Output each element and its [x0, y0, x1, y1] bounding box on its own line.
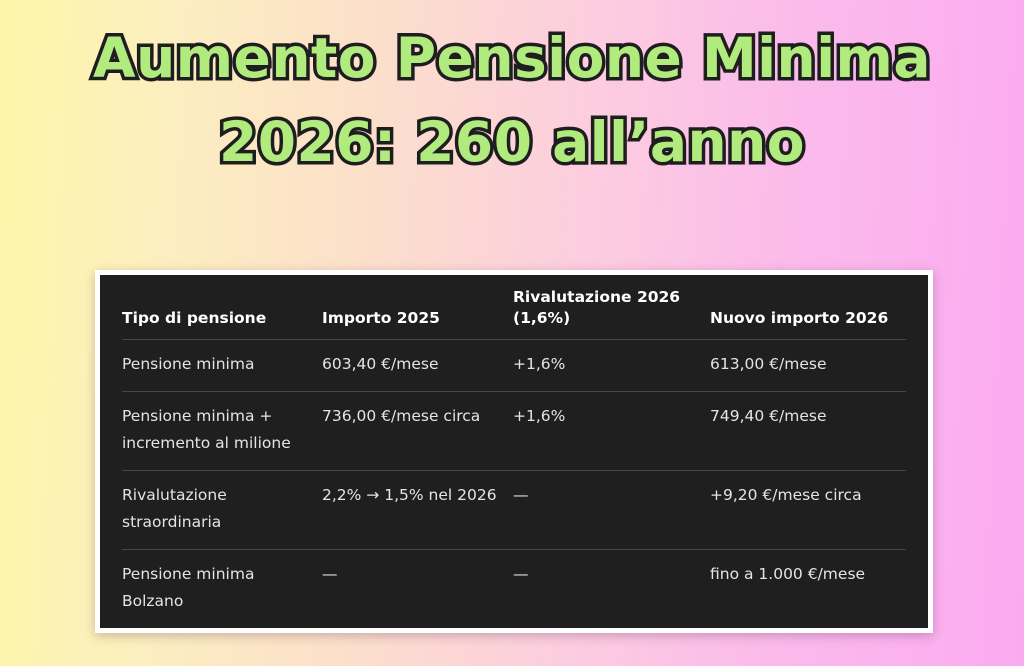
table-row-pensione-minima-bolzano: Pensione minima Bolzano — — fino a 1.000… — [122, 549, 906, 628]
cell-rivalutazione: +1,6% — [513, 407, 566, 425]
cell-importo-2025: 736,00 €/mese circa — [322, 407, 481, 425]
table-row-rivalutazione-straordinaria: Rivalutazione straordinaria 2,2% → 1,5% … — [122, 470, 906, 549]
page-title: Aumento Pensione Minima Aumento Pensione… — [0, 16, 1024, 184]
cell-importo-2025: 603,40 €/mese — [322, 355, 439, 373]
header-rivalutazione-2026: Rivalutazione 2026 (1,6%) — [513, 288, 681, 327]
cell-nuovo-importo: 613,00 €/mese — [710, 355, 827, 373]
cell-importo-2025: 2,2% → 1,5% nel 2026 — [322, 486, 497, 504]
table-row-incremento-milione: Pensione minima + incremento al milione … — [122, 391, 906, 470]
title-line-1-outline: Aumento Pensione Minima — [90, 23, 934, 94]
header-nuovo-importo-2026: Nuovo importo 2026 — [710, 309, 889, 327]
cell-nuovo-importo: +9,20 €/mese circa — [710, 486, 862, 504]
cell-tipo: Pensione minima + incremento al milione — [122, 407, 291, 452]
cell-nuovo-importo: fino a 1.000 €/mese — [710, 565, 866, 583]
header-tipo-di-pensione: Tipo di pensione — [122, 309, 267, 327]
title-line-2-outline: 2026: 260 all’anno — [215, 107, 808, 178]
title-line-2-text: 2026: 260 all’anno — [218, 110, 806, 174]
title-line-1-text: Aumento Pensione Minima — [93, 26, 931, 90]
cell-tipo: Rivalutazione straordinaria — [122, 486, 227, 531]
title-line-2: 2026: 260 all’anno 2026: 260 all’anno — [0, 100, 1024, 184]
table-row-pensione-minima: Pensione minima 603,40 €/mese +1,6% 613,… — [122, 339, 906, 391]
cell-rivalutazione: — — [513, 486, 529, 504]
cell-rivalutazione: +1,6% — [513, 355, 566, 373]
cell-tipo: Pensione minima Bolzano — [122, 565, 255, 610]
pension-table: Tipo di pensione Importo 2025 Rivalutazi… — [95, 270, 933, 633]
header-importo-2025: Importo 2025 — [322, 309, 440, 327]
cell-tipo: Pensione minima — [122, 355, 255, 373]
cell-rivalutazione: — — [513, 565, 529, 583]
cell-nuovo-importo: 749,40 €/mese — [710, 407, 827, 425]
table-header-row: Tipo di pensione Importo 2025 Rivalutazi… — [122, 275, 906, 339]
cell-importo-2025: — — [322, 565, 338, 583]
title-line-1: Aumento Pensione Minima Aumento Pensione… — [0, 16, 1024, 100]
